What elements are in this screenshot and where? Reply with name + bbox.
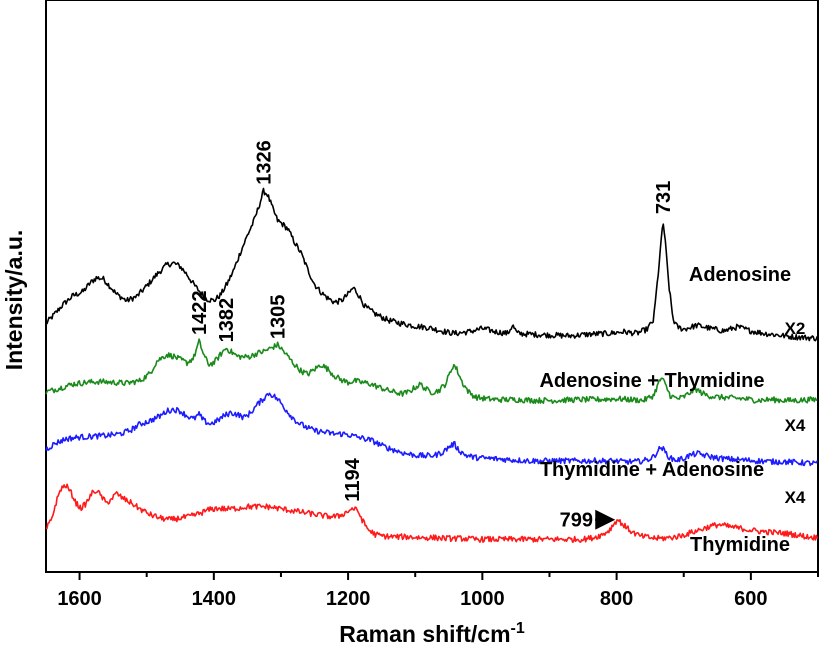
peak-label: 731 [653, 181, 675, 214]
x-axis-ticks [78, 572, 819, 580]
series-name-label: Thymidine [690, 534, 790, 556]
series-line-3 [45, 483, 819, 543]
y-axis-label: Intensity/a.u. [1, 230, 27, 371]
series-name-label: Adenosine + Thymidine [539, 370, 764, 392]
x-tick-label: 800 [600, 588, 633, 610]
series-name-label: Thymidine + Adenosine [540, 459, 764, 481]
series-multiplier-label: X4 [785, 416, 806, 435]
series-multiplier-label: X2 [785, 319, 806, 338]
x-tick-label: 1200 [326, 588, 371, 610]
annotation-layer: 1326 731 1422 1382 1305 1194 799 [189, 140, 675, 532]
x-tick-label: 1400 [192, 588, 237, 610]
peak-label: 799 [560, 510, 593, 532]
series-line-1 [45, 338, 818, 404]
plot-frame [45, 0, 819, 573]
series-name-label: Adenosine [689, 264, 791, 286]
peak-label: 1194 [342, 457, 364, 501]
peak-label: 1382 [216, 298, 238, 343]
peak-label: 1326 [254, 140, 276, 185]
series-multiplier-label: X4 [785, 488, 806, 507]
series-line-2 [45, 392, 819, 467]
x-axis-label: Raman shift/cm-1 [339, 620, 525, 647]
peak-label: 1305 [268, 295, 290, 340]
peak-label: 1422 [189, 291, 211, 336]
series-line-0 [45, 187, 819, 342]
series-layer: Adenosine Adenosine + Thymidine X2 Thymidin… [45, 187, 819, 556]
x-axis-label-superscript: -1 [511, 620, 525, 637]
x-axis-label-main: Raman shift/cm [339, 621, 510, 647]
x-tick-label: 1000 [460, 588, 505, 610]
x-tick-label: 1600 [57, 588, 102, 610]
x-axis-tick-labels: 1600 1400 1200 1000 800 600 [57, 588, 767, 610]
x-tick-label: 600 [734, 588, 767, 610]
